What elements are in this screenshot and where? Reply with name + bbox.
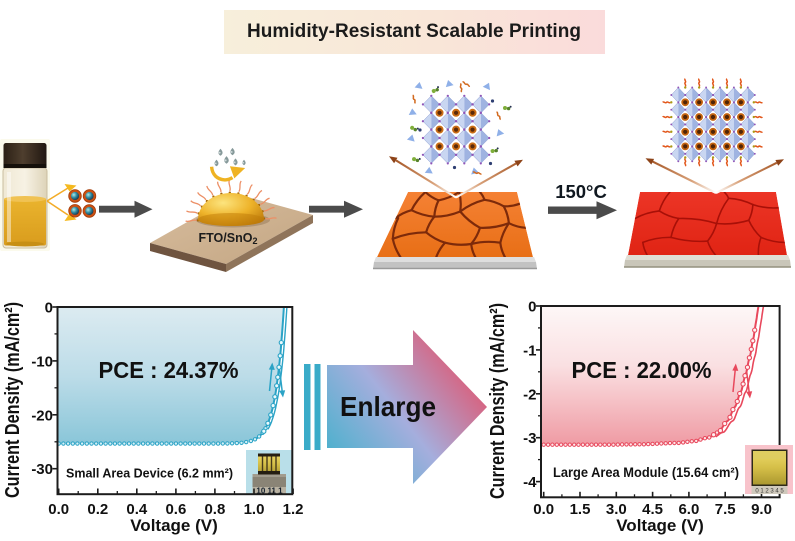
svg-text:FTO/SnO2: FTO/SnO2 (199, 231, 258, 246)
svg-text:1.2: 1.2 (283, 501, 304, 518)
svg-text:-2: -2 (523, 386, 536, 403)
svg-text:0: 0 (528, 299, 536, 316)
svg-text:1.0: 1.0 (244, 501, 265, 518)
svg-text:6.0: 6.0 (678, 501, 699, 518)
svg-text:-20: -20 (31, 407, 53, 424)
svg-text:-30: -30 (31, 461, 53, 478)
svg-text:0.4: 0.4 (126, 501, 148, 518)
svg-text:Current Density (mA/cm²): Current Density (mA/cm²) (2, 302, 24, 498)
svg-text:10 11 1: 10 11 1 (256, 487, 283, 496)
svg-text:0.2: 0.2 (87, 501, 108, 518)
svg-text:0: 0 (45, 300, 53, 317)
svg-text:4.5: 4.5 (642, 501, 663, 518)
svg-text:-3: -3 (523, 430, 536, 447)
svg-text:150°C: 150°C (555, 181, 607, 202)
svg-text:0 1 2 3 4 5: 0 1 2 3 4 5 (755, 489, 784, 495)
svg-text:-10: -10 (31, 353, 53, 370)
svg-text:0.6: 0.6 (165, 501, 186, 518)
svg-text:PCE : 24.37%: PCE : 24.37% (99, 357, 239, 383)
svg-text:Voltage (V): Voltage (V) (616, 516, 704, 535)
svg-text:Small Area Device (6.2 mm²): Small Area Device (6.2 mm²) (66, 466, 233, 481)
svg-text:-4: -4 (523, 474, 537, 491)
svg-text:3.0: 3.0 (606, 501, 627, 518)
svg-text:9.0: 9.0 (751, 501, 772, 518)
svg-text:Humidity-Resistant Scalable Pr: Humidity-Resistant Scalable Printing (247, 21, 581, 42)
svg-text:Current Density (mA/cm²): Current Density (mA/cm²) (487, 303, 509, 499)
svg-text:-1: -1 (523, 342, 536, 359)
svg-text:0.0: 0.0 (48, 501, 69, 518)
svg-text:Voltage (V): Voltage (V) (130, 516, 218, 535)
svg-text:1.5: 1.5 (570, 501, 591, 518)
svg-text:Enlarge: Enlarge (340, 391, 436, 422)
svg-text:0.0: 0.0 (533, 501, 554, 518)
svg-text:PCE : 22.00%: PCE : 22.00% (572, 357, 712, 383)
svg-text:Large Area Module (15.64 cm²): Large Area Module (15.64 cm²) (553, 465, 739, 480)
svg-text:7.5: 7.5 (715, 501, 736, 518)
svg-text:0.8: 0.8 (204, 501, 225, 518)
